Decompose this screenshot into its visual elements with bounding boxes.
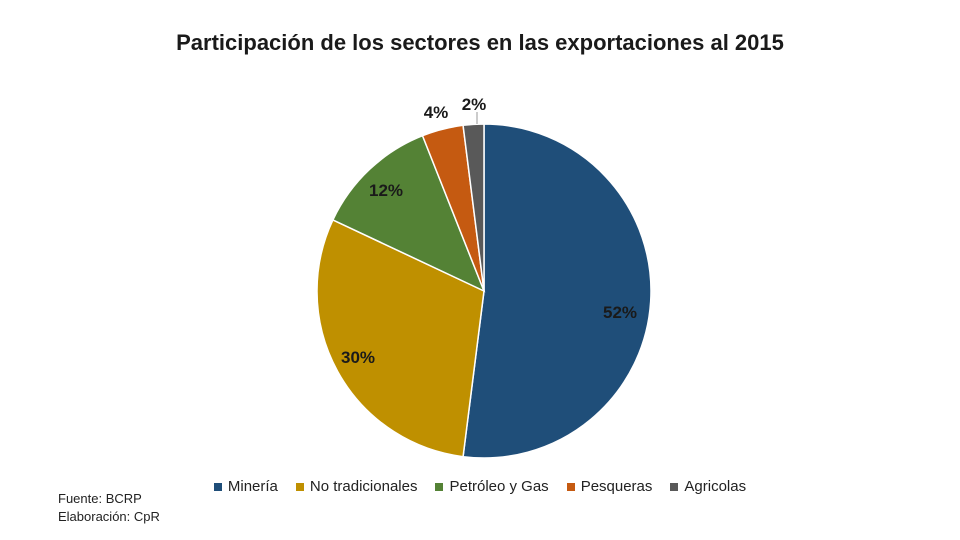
legend-label: Agricolas xyxy=(684,478,747,495)
legend-swatch xyxy=(435,482,444,491)
pie-slice-miner-a xyxy=(462,123,652,459)
data-label-agricolas: 2% xyxy=(462,95,487,114)
legend-label: Pesqueras xyxy=(580,478,653,495)
legend-swatch xyxy=(566,482,575,491)
chart-title: Participación de los sectores en las exp… xyxy=(176,30,784,55)
legend-swatch xyxy=(295,482,304,491)
legend-item: Petróleo y Gas xyxy=(435,478,549,495)
pie-slice-petr-leo-y-gas xyxy=(331,134,486,293)
data-label-no-tradicionales: 30% xyxy=(341,348,375,367)
legend-swatch xyxy=(213,482,222,491)
legend-label: No tradicionales xyxy=(309,478,418,495)
legend-item: Minería xyxy=(213,478,278,495)
data-label-miner-a: 52% xyxy=(603,303,637,322)
pie-slice-no-tradicionales xyxy=(316,218,485,458)
source-note: Fuente: BCRP Elaboración: CpR xyxy=(58,490,160,526)
legend-item: Pesqueras xyxy=(566,478,653,495)
data-label-pesqueras: 4% xyxy=(424,103,449,122)
data-label-petr-leo-y-gas: 12% xyxy=(369,181,403,200)
source-text: Fuente: BCRP xyxy=(58,491,142,506)
legend-item: Agricolas xyxy=(670,478,746,495)
pie-chart: 52% 30% 12% 4% 2% xyxy=(316,95,652,459)
legend-label: Petróleo y Gas xyxy=(449,478,549,495)
legend-swatch xyxy=(670,482,679,491)
legend-label: Minería xyxy=(227,478,278,495)
chart-legend: Minería No tradicionales Petróleo y Gas Pes… xyxy=(0,478,960,495)
pie-slice-agricolas xyxy=(462,123,485,292)
legend-item: No tradicionales xyxy=(295,478,418,495)
credit-text: Elaboración: CpR xyxy=(58,509,160,524)
